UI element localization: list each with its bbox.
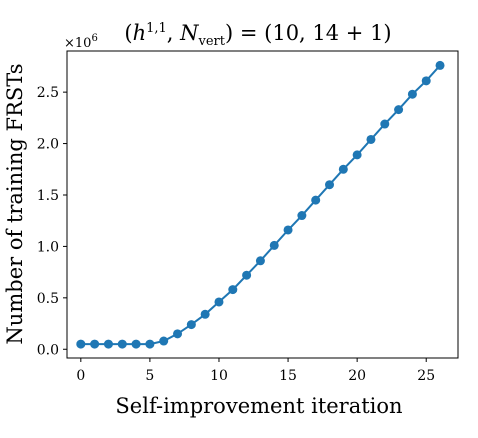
data-point [421,76,431,86]
x-tick-label: 0 [76,368,85,384]
x-tick-label: 25 [417,368,435,384]
data-point [228,285,238,295]
data-point [380,119,390,129]
data-point [269,240,279,250]
x-axis-ticks: 0 5 10 15 20 25 [76,358,435,384]
y-tick-label: 2.0 [37,137,59,153]
data-point [117,339,127,349]
data-point [173,329,183,339]
data-point [186,320,196,330]
x-tick-label: 10 [210,368,228,384]
x-tick-label: 15 [279,368,297,384]
data-point [311,195,321,205]
data-series [76,60,445,349]
data-point [145,339,155,349]
data-point [297,211,307,221]
x-tick-label: 20 [348,368,366,384]
data-point [407,89,417,99]
data-point [214,297,224,307]
data-point [131,339,141,349]
data-point [159,336,169,346]
data-point [283,225,293,235]
y-tick-label: 2.5 [37,85,59,101]
data-point [352,150,362,160]
y-tick-label: 1.5 [37,188,59,204]
x-axis-label: Self-improvement iteration [115,394,402,418]
y-axis-label: Number of training FRSTs [3,63,27,344]
data-point [242,270,252,280]
y-tick-label: 1.0 [37,239,59,255]
x-tick-label: 5 [145,368,154,384]
series-line [80,64,441,346]
data-point [200,309,210,319]
plot-frame [66,50,459,359]
chart-title-text: (h1,1, Nvert) = (10, 14 + 1) [124,21,391,49]
data-point [76,339,86,349]
data-point [394,105,404,115]
y-tick-label: 0.5 [37,291,59,307]
data-point [325,180,335,190]
data-point [90,339,100,349]
y-axis-ticks: 0.0 0.5 1.0 1.5 2.0 2.5 [37,85,67,358]
data-point [366,134,376,144]
data-point [338,164,348,174]
data-point [255,256,265,266]
chart-title: (h1,1, Nvert) = (10, 14 + 1) [124,21,391,49]
y-tick-label: 0.0 [37,342,59,358]
data-point [103,339,113,349]
y-axis-multiplier: ×106 [64,33,98,51]
data-point [435,60,445,70]
